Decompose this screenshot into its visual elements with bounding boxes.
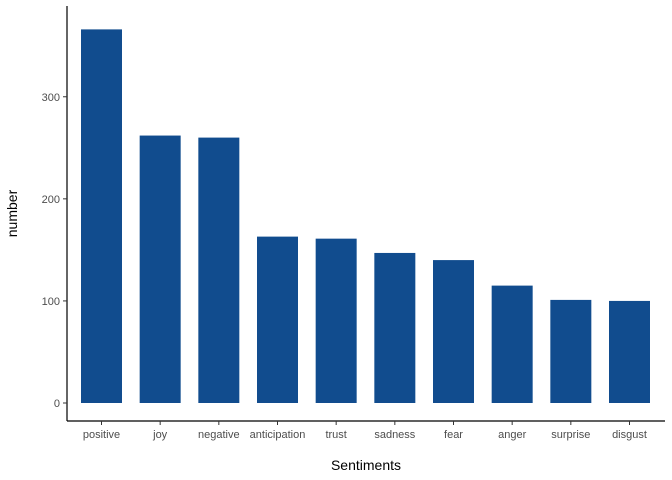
x-tick-label: anticipation [250, 429, 306, 441]
y-tick-label: 100 [42, 296, 60, 308]
y-axis-title: number [4, 189, 20, 237]
bar-positive [81, 29, 122, 403]
y-tick-label: 300 [42, 92, 60, 104]
bar-anticipation [257, 236, 298, 403]
bar-joy [139, 135, 181, 403]
bar-trust [315, 238, 357, 403]
x-tick-label: joy [152, 429, 168, 441]
x-tick-label: fear [444, 429, 463, 441]
bar-disgust [609, 300, 650, 403]
x-tick-label: positive [83, 429, 120, 441]
y-axis-ticks: 0 100 200 300 [42, 92, 67, 410]
bars-group [81, 29, 650, 403]
bar-surprise [550, 299, 592, 403]
x-tick-label: negative [198, 429, 240, 441]
x-tick-label: anger [498, 429, 526, 441]
x-tick-label: sadness [374, 429, 415, 441]
y-tick-label: 0 [54, 398, 60, 410]
x-tick-label: trust [325, 429, 346, 441]
bar-negative [198, 137, 240, 403]
y-tick-label: 200 [42, 194, 60, 206]
bar-fear [433, 260, 474, 403]
x-tick-label: surprise [551, 429, 590, 441]
x-tick-label: disgust [612, 429, 647, 441]
bar-anger [491, 285, 533, 403]
x-axis-title: Sentiments [331, 457, 401, 473]
bar-sadness [374, 252, 416, 403]
x-axis-ticks: positive joy negative anticipation trust sadn… [83, 421, 647, 441]
